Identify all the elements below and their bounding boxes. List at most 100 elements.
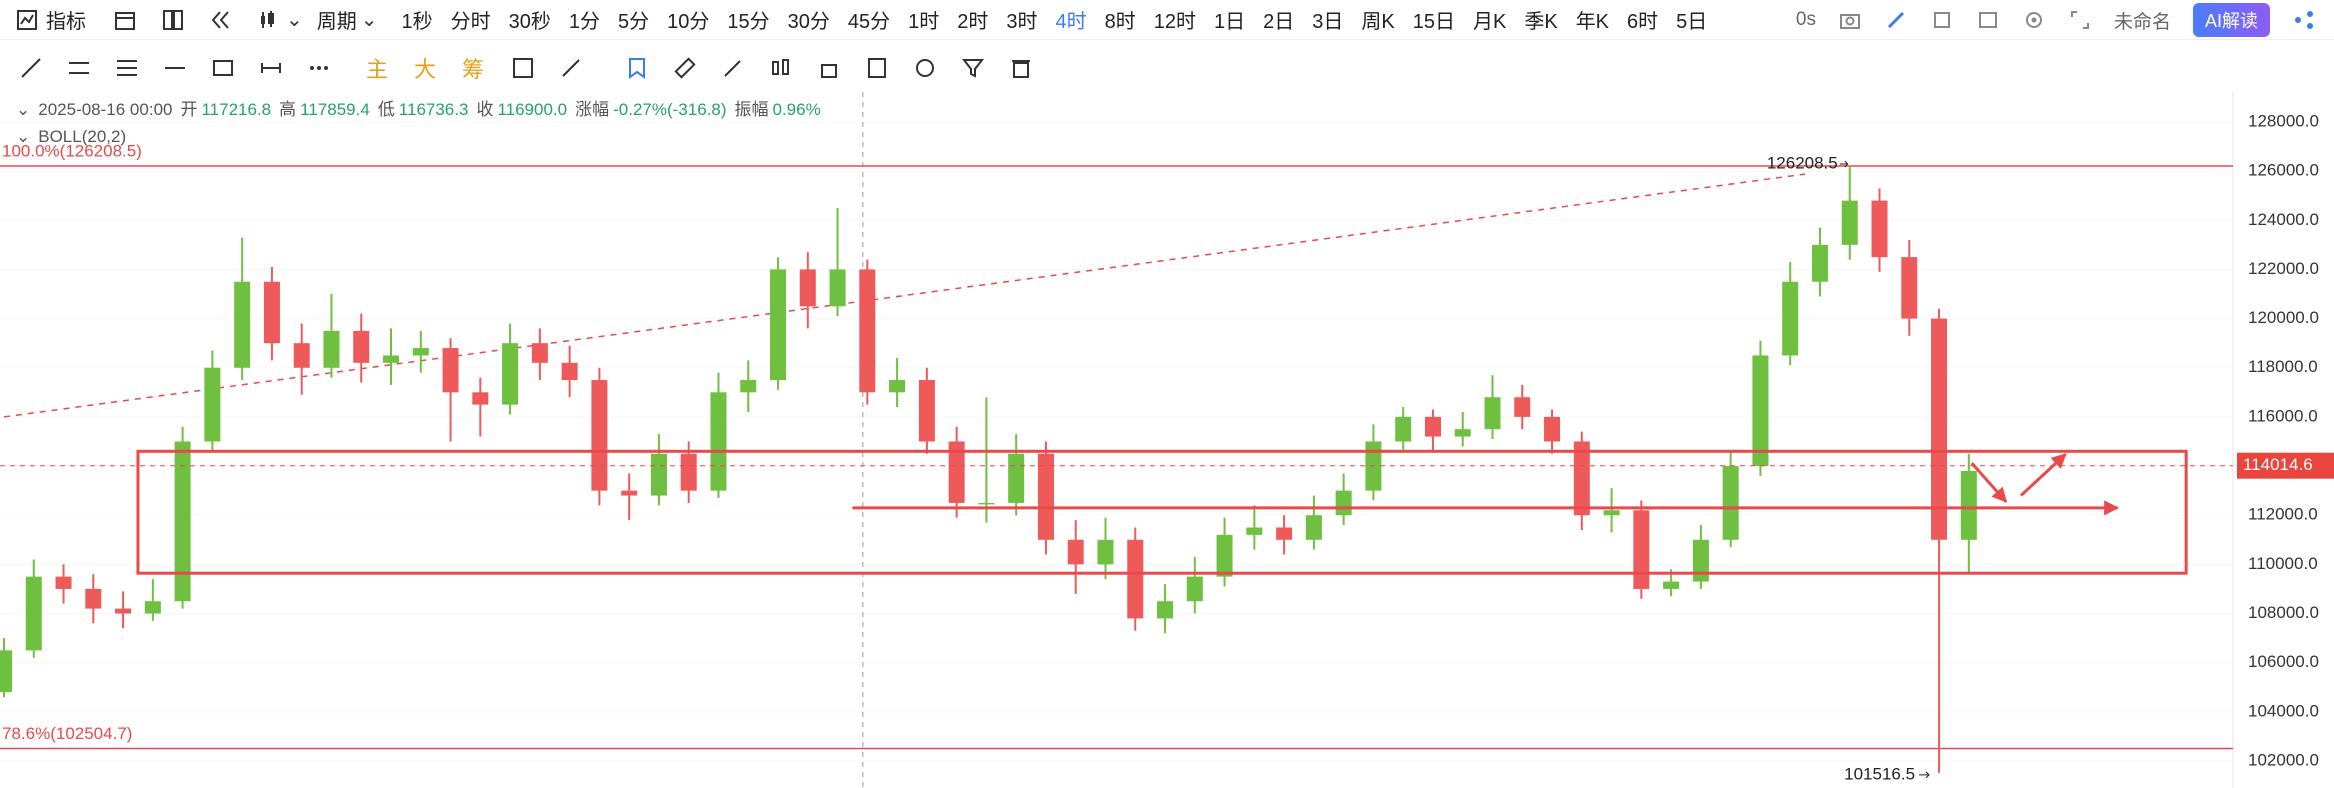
interval-button[interactable]: 30秒 xyxy=(508,11,551,33)
candle-tool[interactable] xyxy=(768,55,794,81)
y-tick-label: 122000.0 xyxy=(2248,259,2319,278)
add-icon[interactable] xyxy=(1930,8,1954,32)
filter-tool[interactable] xyxy=(960,55,986,81)
candle-body xyxy=(1067,539,1084,565)
interval-button[interactable]: 周K xyxy=(1361,11,1395,33)
chips-button[interactable]: 筹 xyxy=(462,57,485,82)
candle-body xyxy=(1811,244,1828,282)
interval-button[interactable]: 12时 xyxy=(1153,11,1197,33)
calendar-icon[interactable] xyxy=(112,7,138,33)
range-tool[interactable] xyxy=(258,55,284,81)
candle-body xyxy=(1573,441,1590,516)
low-label: 101516.5 xyxy=(1844,764,1915,783)
more-tool[interactable] xyxy=(306,55,332,81)
dropdown-caret[interactable]: ⌄ xyxy=(360,9,378,31)
indicator-button[interactable]: 指标 xyxy=(46,11,86,33)
clear-tool[interactable] xyxy=(558,55,584,81)
chart-type-icon[interactable] xyxy=(256,7,282,33)
trade-icon[interactable] xyxy=(1976,8,2000,32)
layout-icon[interactable] xyxy=(160,7,186,33)
interval-button[interactable]: 4时 xyxy=(1055,11,1087,33)
field-label: 开 xyxy=(180,100,198,119)
interval-button[interactable]: 15分 xyxy=(727,11,770,33)
pen-tool[interactable] xyxy=(720,55,746,81)
high-label: 126208.5 xyxy=(1767,153,1838,172)
field-value: 117859.4 xyxy=(300,100,370,119)
y-tick-label: 118000.0 xyxy=(2248,357,2318,376)
candle-body xyxy=(55,576,72,589)
candle-body xyxy=(25,576,42,651)
collapse-icon[interactable]: ⌄ xyxy=(16,100,31,119)
interval-button[interactable]: 分时 xyxy=(450,11,491,33)
brush-tool[interactable] xyxy=(912,55,938,81)
share-icon[interactable] xyxy=(2292,8,2316,32)
interval-button[interactable]: 8时 xyxy=(1104,11,1136,33)
candle-body xyxy=(1424,416,1441,437)
delete-tool[interactable] xyxy=(1008,55,1034,81)
rect-tool[interactable] xyxy=(210,55,236,81)
bar-time: 2025-08-16 00:00 xyxy=(38,100,173,119)
interval-button[interactable]: 6时 xyxy=(1627,11,1659,33)
interval-button[interactable]: 1分 xyxy=(568,11,601,33)
interval-button[interactable]: 3日 xyxy=(1312,11,1344,33)
candle-body xyxy=(770,269,787,381)
y-tick-label: 124000.0 xyxy=(2248,210,2319,229)
layout-name[interactable]: 未命名 xyxy=(2113,11,2171,33)
fib-label: 78.6%(102504.7) xyxy=(2,724,132,743)
camera-icon[interactable] xyxy=(1838,8,1862,32)
interval-button[interactable]: 年K xyxy=(1575,11,1610,33)
ai-button[interactable]: AI解读 xyxy=(2192,3,2270,37)
dropdown-caret[interactable]: ⌄ xyxy=(286,9,303,31)
draw-icon[interactable] xyxy=(1884,8,1908,32)
settings-icon[interactable] xyxy=(2022,8,2046,32)
interval-button[interactable]: 15日 xyxy=(1412,11,1455,33)
replay-icon[interactable] xyxy=(208,7,234,33)
interval-button[interactable]: 45分 xyxy=(847,11,891,33)
interval-button[interactable]: 2时 xyxy=(957,11,989,33)
hline-tool[interactable] xyxy=(162,55,188,81)
period-button[interactable]: 周期 xyxy=(316,11,357,33)
candle-body xyxy=(1841,200,1858,245)
indicator-icon[interactable] xyxy=(14,7,40,33)
y-tick-label: 110000.0 xyxy=(2248,554,2318,573)
interval-button[interactable]: 5日 xyxy=(1676,11,1708,33)
y-tick-label: 116000.0 xyxy=(2248,406,2318,425)
interval-button[interactable]: 5分 xyxy=(618,11,650,33)
candle-body xyxy=(621,490,638,496)
interval-button[interactable]: 1时 xyxy=(908,11,940,33)
candle-body xyxy=(1514,397,1531,417)
range-box xyxy=(136,449,2188,575)
fullscreen-icon[interactable] xyxy=(2068,8,2092,32)
magnet-tool[interactable] xyxy=(624,55,650,81)
candle-body xyxy=(1305,515,1322,540)
interval-button[interactable]: 1秒 xyxy=(401,11,433,33)
main-chart-button[interactable]: 主 xyxy=(366,57,389,82)
sync-tool[interactable] xyxy=(510,55,536,81)
candle-body xyxy=(472,392,489,405)
interval-button[interactable]: 30分 xyxy=(787,11,830,33)
fib-tool[interactable] xyxy=(114,55,140,81)
ruler-tool[interactable] xyxy=(672,55,698,81)
candle-body xyxy=(680,453,697,491)
interval-button[interactable]: 2日 xyxy=(1263,11,1295,33)
candle-body xyxy=(174,441,191,602)
note-tool[interactable] xyxy=(864,55,890,81)
fib-label: 100.0%(126208.5) xyxy=(2,141,142,160)
interval-button[interactable]: 3时 xyxy=(1006,11,1038,33)
interval-button[interactable]: 10分 xyxy=(667,11,710,33)
lock-tool[interactable] xyxy=(816,55,842,81)
y-tick-label: 112000.0 xyxy=(2248,505,2318,524)
interval-button[interactable]: 1日 xyxy=(1214,11,1246,33)
candle-body xyxy=(1097,539,1114,565)
candle-body xyxy=(442,348,459,393)
interval-button[interactable]: 季K xyxy=(1524,11,1558,33)
channel-tool[interactable] xyxy=(66,55,92,81)
line-tool[interactable] xyxy=(18,55,44,81)
interval-button[interactable]: 月K xyxy=(1473,11,1507,33)
collapse-icon[interactable]: ⌄ xyxy=(16,127,31,146)
candle-body xyxy=(1692,539,1709,582)
candle-body xyxy=(0,650,12,693)
big-order-button[interactable]: 大 xyxy=(414,57,437,82)
indicator-name[interactable]: BOLL(20,2) xyxy=(38,127,127,146)
